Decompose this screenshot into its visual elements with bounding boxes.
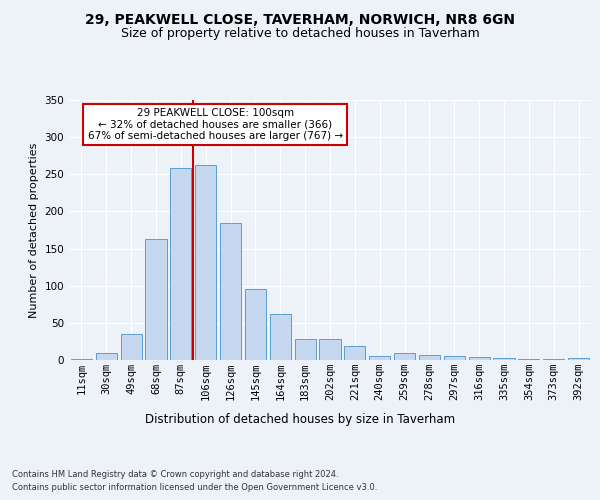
Bar: [220, 222, 241, 360]
Bar: [71, 358, 92, 360]
Bar: [419, 355, 440, 360]
Bar: [295, 339, 316, 360]
Bar: [170, 168, 191, 360]
Text: Contains public sector information licensed under the Open Government Licence v3: Contains public sector information licen…: [12, 482, 377, 492]
Bar: [369, 356, 390, 360]
Bar: [245, 288, 266, 360]
Bar: [493, 358, 515, 360]
Text: Size of property relative to detached houses in Taverham: Size of property relative to detached ho…: [121, 28, 479, 40]
Text: Distribution of detached houses by size in Taverham: Distribution of detached houses by size …: [145, 412, 455, 426]
Bar: [270, 314, 291, 360]
Bar: [394, 352, 415, 360]
Y-axis label: Number of detached properties: Number of detached properties: [29, 142, 39, 318]
Bar: [518, 358, 539, 360]
Text: 29 PEAKWELL CLOSE: 100sqm
← 32% of detached houses are smaller (366)
67% of semi: 29 PEAKWELL CLOSE: 100sqm ← 32% of detac…: [88, 108, 343, 141]
Bar: [145, 239, 167, 360]
Text: 29, PEAKWELL CLOSE, TAVERHAM, NORWICH, NR8 6GN: 29, PEAKWELL CLOSE, TAVERHAM, NORWICH, N…: [85, 12, 515, 26]
Bar: [96, 354, 117, 360]
Bar: [121, 334, 142, 360]
Bar: [319, 339, 341, 360]
Bar: [469, 357, 490, 360]
Bar: [568, 358, 589, 360]
Bar: [444, 356, 465, 360]
Bar: [195, 166, 216, 360]
Bar: [344, 346, 365, 360]
Text: Contains HM Land Registry data © Crown copyright and database right 2024.: Contains HM Land Registry data © Crown c…: [12, 470, 338, 479]
